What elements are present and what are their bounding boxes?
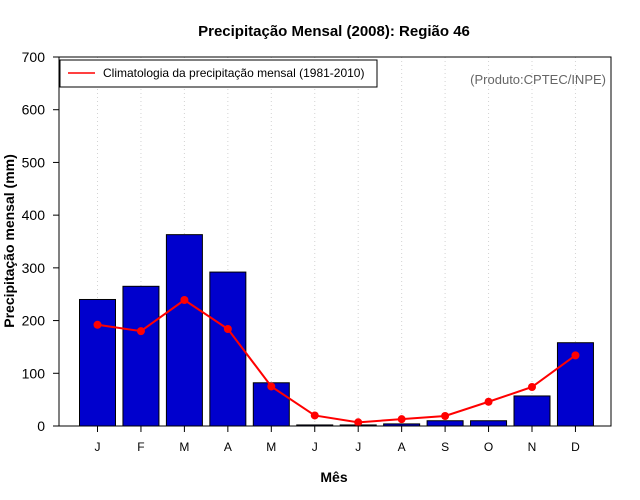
- y-tick-label: 300: [22, 260, 46, 276]
- y-tick-label: 200: [22, 313, 46, 329]
- y-tick-label: 0: [37, 418, 45, 434]
- bar-3: [165, 234, 203, 427]
- climatology-point-5: [267, 382, 276, 391]
- climatology-point-7: [354, 418, 363, 427]
- chart-title: Precipitação Mensal (2008): Região 46: [198, 23, 470, 40]
- x-tick-label: N: [528, 440, 537, 454]
- y-tick-label: 600: [22, 102, 46, 118]
- legend-label: Climatologia da precipitação mensal (198…: [103, 66, 364, 80]
- x-axis-label: Mês: [320, 469, 347, 485]
- bar-2: [122, 285, 160, 427]
- y-tick-label: 700: [22, 49, 46, 65]
- x-tick-label: J: [95, 440, 101, 454]
- climatology-line: [97, 298, 577, 424]
- climatology-point-11: [528, 382, 536, 391]
- y-axis: 0 100 200 300 400 500 600 700: [22, 49, 59, 434]
- x-tick-label: O: [484, 440, 493, 454]
- climatology-line-series: [93, 296, 580, 427]
- x-tick-label: D: [571, 440, 580, 454]
- climatology-point-2: [136, 327, 145, 336]
- legend-box: [59, 59, 378, 88]
- bar-1: [79, 298, 116, 427]
- y-axis-label: Precipitação mensal (mm): [1, 154, 17, 328]
- x-tick-label: J: [312, 440, 318, 454]
- x-tick-label: F: [137, 440, 144, 454]
- plot-frame: [58, 56, 612, 427]
- x-tick-label: M: [266, 440, 276, 454]
- x-tick-label: M: [179, 440, 189, 454]
- x-tick-label: A: [398, 440, 406, 454]
- climatology-point-12: [571, 351, 580, 360]
- bar-series: [79, 234, 594, 427]
- climatology-point-8: [397, 415, 406, 424]
- climatology-point-3: [180, 296, 189, 305]
- climatology-point-4: [223, 325, 232, 334]
- bar-9: [426, 420, 464, 427]
- y-tick-label: 100: [22, 365, 46, 381]
- bar-4: [209, 271, 247, 427]
- legend: Climatologia da precipitação mensal (198…: [59, 59, 378, 88]
- x-tick-label: A: [224, 440, 232, 454]
- y-tick-label: 400: [22, 207, 46, 223]
- x-tick-label: S: [441, 440, 449, 454]
- y-tick-label: 500: [22, 154, 46, 170]
- climatology-point-10: [484, 397, 493, 406]
- source-annotation: (Produto:CPTEC/INPE): [470, 72, 606, 87]
- bar-10: [470, 420, 508, 427]
- bar-11: [513, 395, 551, 427]
- climatology-point-9: [441, 411, 450, 420]
- climatology-point-6: [310, 411, 319, 420]
- climatology-point-1: [93, 320, 102, 329]
- x-tick-label: J: [355, 440, 361, 454]
